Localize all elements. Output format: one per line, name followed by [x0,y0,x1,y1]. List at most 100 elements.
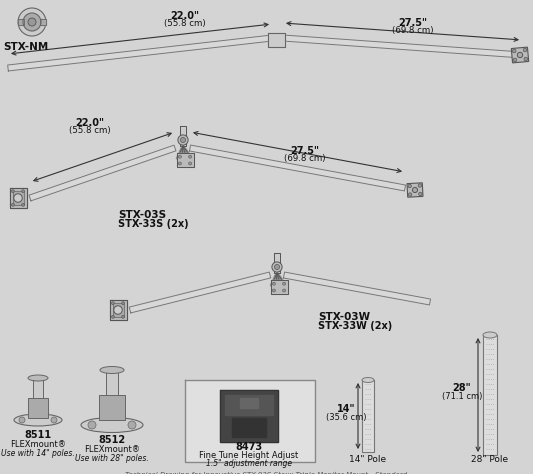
Text: STX-03W: STX-03W [318,312,370,322]
Polygon shape [109,300,126,320]
Circle shape [282,282,286,285]
Text: 1.5" adjustment range: 1.5" adjustment range [206,459,292,468]
Circle shape [111,301,115,305]
Polygon shape [240,398,258,408]
Circle shape [513,58,517,62]
Text: 22.0": 22.0" [76,118,104,128]
Text: 8473: 8473 [236,442,263,452]
Polygon shape [185,380,315,462]
Text: Fine Tune Height Adjust: Fine Tune Height Adjust [199,451,298,460]
Polygon shape [362,380,374,452]
Polygon shape [273,253,280,273]
Circle shape [523,48,527,52]
Text: 28": 28" [453,383,471,393]
Text: STX-33S (2x): STX-33S (2x) [118,219,189,229]
Circle shape [23,13,41,31]
Circle shape [518,52,523,58]
Text: 27.5": 27.5" [399,18,427,28]
Circle shape [512,49,516,53]
Polygon shape [112,303,124,317]
Text: STX-33W (2x): STX-33W (2x) [318,321,392,331]
Text: Use with 28" poles.: Use with 28" poles. [75,454,149,463]
Polygon shape [189,145,406,191]
Text: (35.6 cm): (35.6 cm) [326,413,366,422]
Text: (71.1 cm): (71.1 cm) [442,392,482,401]
Text: 8511: 8511 [25,430,52,440]
Text: STX-03S: STX-03S [118,210,166,220]
Circle shape [189,162,191,165]
Circle shape [22,190,25,193]
Circle shape [272,282,276,285]
Circle shape [408,193,412,196]
Text: FLEXmount®: FLEXmount® [84,445,140,454]
Circle shape [11,190,14,193]
Circle shape [14,194,22,202]
Text: 8512: 8512 [99,435,126,445]
Polygon shape [220,390,278,442]
Polygon shape [40,19,46,25]
Polygon shape [7,35,272,71]
Polygon shape [268,33,285,47]
Polygon shape [106,370,118,415]
Polygon shape [407,183,423,197]
Polygon shape [176,153,193,167]
Circle shape [11,203,14,206]
Polygon shape [18,19,24,25]
Ellipse shape [483,332,497,338]
Text: (69.8 cm): (69.8 cm) [392,26,434,35]
Text: FLEXmount®: FLEXmount® [10,440,66,449]
Text: (69.8 cm): (69.8 cm) [284,154,326,163]
Circle shape [88,421,96,429]
Ellipse shape [362,377,374,383]
Circle shape [114,306,122,314]
Polygon shape [33,378,43,415]
Ellipse shape [28,375,48,381]
Polygon shape [232,418,266,437]
Circle shape [22,203,25,206]
Ellipse shape [14,414,62,426]
Circle shape [282,289,286,292]
Polygon shape [483,335,497,455]
Circle shape [128,421,136,429]
Circle shape [18,8,46,36]
Polygon shape [180,127,187,146]
Polygon shape [12,191,23,205]
Text: 14": 14" [337,404,356,414]
Circle shape [51,417,57,423]
Circle shape [413,187,417,192]
Text: Use with 14" poles.: Use with 14" poles. [1,449,75,458]
Circle shape [408,184,411,188]
Circle shape [178,135,188,145]
Circle shape [418,184,422,187]
Circle shape [274,264,279,270]
Polygon shape [130,272,271,313]
Circle shape [181,137,185,143]
Text: 22.0": 22.0" [171,11,199,21]
Polygon shape [10,188,27,208]
Circle shape [179,155,181,158]
Circle shape [418,192,422,196]
Text: (55.8 cm): (55.8 cm) [69,126,111,135]
Polygon shape [284,272,431,305]
Circle shape [28,18,36,26]
Ellipse shape [100,366,124,374]
Circle shape [179,162,181,165]
Circle shape [122,301,125,305]
Circle shape [19,417,25,423]
Text: (55.8 cm): (55.8 cm) [164,19,206,28]
Polygon shape [271,280,287,294]
Polygon shape [29,145,176,201]
Polygon shape [28,398,48,418]
Circle shape [189,155,191,158]
Text: Technical Drawing for Innovative STX-03S Staxx Triple Monitor Mount - Standard: Technical Drawing for Innovative STX-03S… [125,472,407,474]
Circle shape [524,57,528,61]
Polygon shape [99,395,125,420]
Text: 28" Pole: 28" Pole [471,455,508,464]
Ellipse shape [81,418,143,432]
Circle shape [111,315,115,319]
Circle shape [122,315,125,319]
Text: 27.5": 27.5" [290,146,319,156]
Circle shape [272,262,282,272]
Polygon shape [225,395,273,415]
Polygon shape [283,35,522,58]
